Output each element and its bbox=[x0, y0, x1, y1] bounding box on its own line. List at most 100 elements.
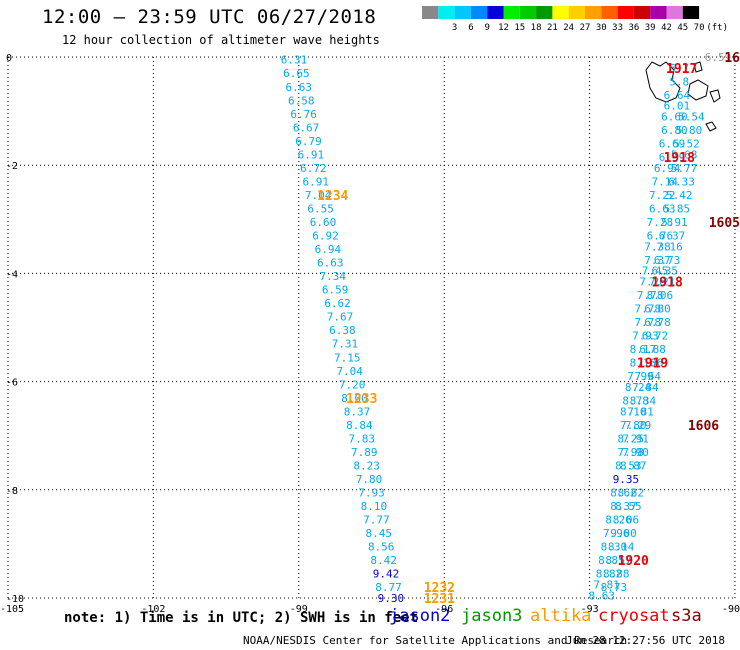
wave-height-value: 5.68 bbox=[671, 148, 698, 161]
wave-height-value: 7.84 bbox=[632, 381, 659, 394]
legend-label: 33 bbox=[612, 23, 623, 33]
time-label: 1232 bbox=[424, 581, 455, 596]
wave-height-value: 8.37 bbox=[344, 405, 371, 418]
wave-height-value: 8.37 bbox=[610, 500, 637, 513]
legend-label: 45 bbox=[677, 23, 688, 33]
island-espanola bbox=[705, 121, 717, 132]
wave-height-value: 7.04 bbox=[336, 365, 363, 378]
legend-swatch bbox=[470, 6, 488, 19]
legend-swatch bbox=[454, 6, 471, 19]
wave-height-value: 6.39 bbox=[659, 151, 686, 164]
credit-line: NOAA/NESDIS Center for Satellite Applica… bbox=[243, 634, 628, 647]
wave-height-value: 5.54 bbox=[678, 111, 705, 124]
wave-height-value: 6.38 bbox=[329, 324, 356, 337]
wave-height-value: 8.73 bbox=[601, 581, 628, 594]
wave-height-value: 7.29 bbox=[625, 419, 652, 432]
y-tick-label: -4 bbox=[6, 269, 18, 280]
wave-height-value: 7.78 bbox=[635, 316, 662, 329]
wave-height-value: 6.94 bbox=[315, 243, 342, 256]
time-label: 1918 bbox=[664, 151, 695, 166]
legend-label: 70 bbox=[694, 23, 705, 33]
wave-height-value: 6.72 bbox=[300, 162, 327, 175]
legend-label: 21 bbox=[547, 23, 558, 33]
legend-swatch bbox=[617, 6, 634, 19]
x-tick-label: -105 bbox=[0, 604, 24, 615]
satellite-jason3: jason3 bbox=[461, 606, 523, 626]
legend-label: 9 bbox=[484, 23, 489, 33]
x-tick-label: -90 bbox=[722, 604, 740, 615]
wave-height-value: 8.14 bbox=[608, 541, 635, 554]
wave-height-value: 7.80 bbox=[620, 419, 647, 432]
wave-height-value: 8.78 bbox=[622, 395, 649, 408]
wave-height-value: 7.34 bbox=[319, 270, 346, 283]
time-label: 1920 bbox=[618, 554, 649, 569]
time-label: 1605 bbox=[709, 216, 740, 231]
axis-tick-labels: 0 -2 -4 -6 -8 -10-105 -102 -99 -96 -93 -90 bbox=[0, 53, 740, 615]
wave-height-value: 8.87 bbox=[620, 459, 647, 472]
wave-height-value: 5.77 bbox=[671, 162, 698, 175]
wave-height-value: 8.26 bbox=[605, 514, 632, 527]
wave-height-value: 7.64 bbox=[635, 370, 662, 383]
wave-height-value: 8.84 bbox=[346, 419, 373, 432]
wave-height-value: 7.77 bbox=[363, 514, 390, 527]
wave-height-value: 7.96 bbox=[603, 527, 630, 540]
wave-height-value: 7.04 bbox=[305, 189, 332, 202]
wave-height-value: 7.28 bbox=[647, 216, 674, 229]
wave-height-value: 9.42 bbox=[373, 568, 400, 581]
wave-height-value: 6.69 bbox=[659, 138, 686, 151]
wave-height-value: 7.81 bbox=[627, 405, 654, 418]
legend-swatch bbox=[438, 6, 455, 19]
wave-height-value: 7.31 bbox=[332, 338, 359, 351]
legend-label: 6 bbox=[468, 23, 473, 33]
wave-height-value: 6.79 bbox=[295, 135, 322, 148]
chart-subtitle: 12 hour collection of altimeter wave hei… bbox=[62, 33, 380, 47]
wave-height-value: 5.42 bbox=[666, 189, 693, 202]
x-tick-label: -96 bbox=[435, 604, 453, 615]
legend-swatch bbox=[536, 6, 553, 19]
island-isabela bbox=[645, 61, 681, 103]
wave-height-value: 7.93 bbox=[632, 330, 659, 343]
generated-timestamp: Jun 28 12:27:56 UTC 2018 bbox=[566, 634, 725, 647]
wave-height-value: 6.63 bbox=[317, 257, 344, 270]
wave-height-value: 6.01 bbox=[664, 100, 691, 113]
legend-swatch bbox=[422, 6, 439, 19]
wave-height-value: 8.56 bbox=[368, 541, 395, 554]
legend-label: 42 bbox=[661, 23, 672, 33]
wave-height-value: 6.37 bbox=[659, 230, 686, 243]
wave-height-value: 6.31 bbox=[281, 54, 308, 67]
wave-height-value: 8.06 bbox=[647, 289, 674, 302]
wave-height-value: 7.98 bbox=[618, 446, 645, 459]
island-north bbox=[693, 61, 703, 73]
satellite-cryosat: cryosat bbox=[598, 606, 670, 626]
y-tick-label: -10 bbox=[6, 594, 24, 605]
legend-label: 27 bbox=[580, 23, 591, 33]
wave-height-value: 8.17 bbox=[630, 343, 657, 356]
x-tick-label: -93 bbox=[581, 604, 599, 615]
wave-height-value: 8.34 bbox=[630, 395, 657, 408]
wave-height-value: 6.60 bbox=[661, 111, 688, 124]
wave-height-value: 8.45 bbox=[366, 527, 393, 540]
wave-height-value: 8.55 bbox=[615, 500, 642, 513]
wave-height-value: 6.67 bbox=[293, 121, 320, 134]
wave-height-value: 7.26 bbox=[639, 276, 666, 289]
legend-swatch bbox=[503, 6, 520, 19]
wave-height-value: 8.62 bbox=[618, 487, 645, 500]
wave-height-value: 6.63 bbox=[286, 81, 313, 94]
wave-height-value: 7.78 bbox=[637, 289, 664, 302]
wave-height-value: 8.00 bbox=[341, 392, 368, 405]
wave-height-value: 8.30 bbox=[601, 541, 628, 554]
wave-height-value: 9.00 bbox=[610, 527, 637, 540]
x-tick-label: -99 bbox=[290, 604, 308, 615]
wave-height-value: 6.91 bbox=[303, 175, 330, 188]
wave-height-value: 7.78 bbox=[635, 303, 662, 316]
wave-height-value: 7.38 bbox=[644, 240, 671, 253]
wave-height-value: 7.16 bbox=[656, 240, 683, 253]
wave-height-value: 6.62 bbox=[324, 297, 351, 310]
wave-height-value: 8.88 bbox=[603, 568, 630, 581]
wave-height-value: 6.73 bbox=[654, 254, 681, 267]
time-label: 1917 bbox=[666, 62, 697, 77]
time-label: 1919 bbox=[637, 357, 668, 372]
footnote: note: 1) Time is in UTC; 2) SWH is in fe… bbox=[64, 610, 419, 626]
wave-height-value: 6.33 bbox=[668, 175, 695, 188]
